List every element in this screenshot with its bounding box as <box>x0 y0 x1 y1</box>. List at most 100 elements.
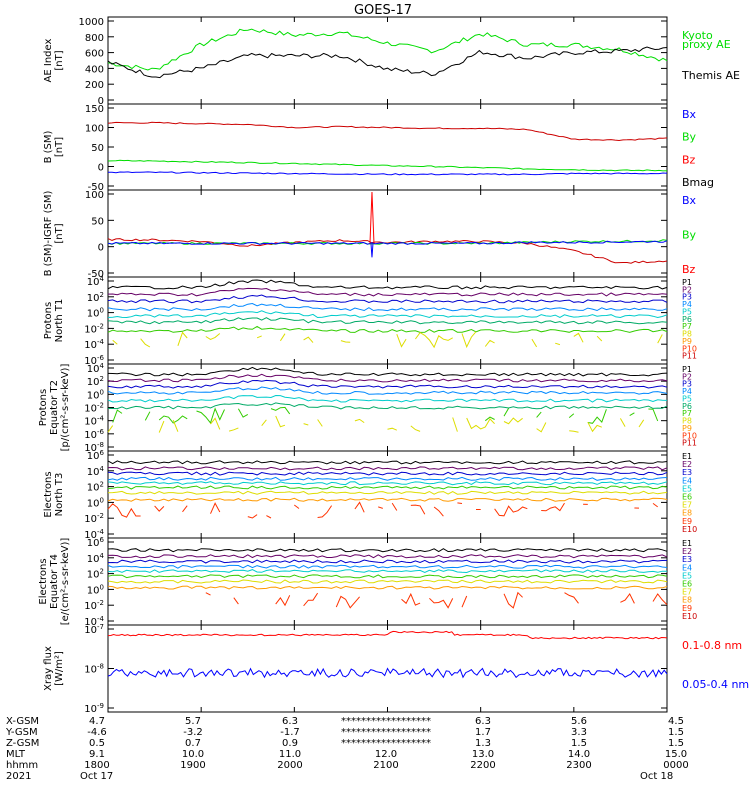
legend-entry: P9 <box>682 424 692 433</box>
legend-entry: P8 <box>682 330 692 339</box>
legend-entry: P1 <box>682 278 692 287</box>
flux-channel-p6 <box>107 317 668 325</box>
flux-channel-e3 <box>107 559 668 564</box>
flux-channel-e2 <box>107 554 668 559</box>
footer-value: 14.0 <box>568 749 590 760</box>
legend-entry: P11 <box>682 439 697 448</box>
y-tick-label: 600 <box>85 49 104 60</box>
legend-entry: P2 <box>682 285 692 294</box>
y-tick-label: 100 <box>85 124 104 135</box>
footer-value: 6.3 <box>475 716 491 727</box>
footer-value: -3.2 <box>183 727 203 738</box>
flux-channel-p3 <box>107 379 668 389</box>
footer-value: 0000 <box>663 760 688 771</box>
flux-channel-e4 <box>107 564 668 569</box>
flux-channel-e1 <box>107 460 668 465</box>
footer-value: 10.0 <box>182 749 204 760</box>
footer-value: 0.5 <box>89 738 105 749</box>
y-tick-label: 102 <box>87 375 104 388</box>
legend-entry: E1 <box>682 452 692 461</box>
flux-channel-e8 <box>107 497 668 502</box>
legend-entry: E5 <box>682 484 692 493</box>
flux-channel-e3 <box>107 471 668 476</box>
flux-channel-p8 <box>112 331 663 349</box>
footer-value: 2100 <box>373 760 398 771</box>
flux-channel-e9 <box>205 591 668 609</box>
flux-channel-p1 <box>107 279 668 290</box>
legend-entry: E8 <box>682 596 692 605</box>
footer-value: 5.7 <box>185 716 201 727</box>
panel-ae: 1000 800 600 400 200 0 AE Index [nT] Kyotoproxy … <box>43 16 740 107</box>
legend-entry: E7 <box>682 588 692 597</box>
flux-channel-e6 <box>107 574 668 579</box>
flux-channel-p2 <box>107 373 668 383</box>
panel-frame <box>107 16 668 105</box>
y-axis-label: Protons <box>43 302 54 339</box>
flux-channel-p2 <box>107 287 668 297</box>
y-tick-label: 106 <box>87 536 105 549</box>
legend-entry: E10 <box>682 612 697 621</box>
y-tick-label: 0 <box>98 163 104 174</box>
y-axis-label: B (SM)-IGRF (SM) <box>43 191 54 277</box>
y-tick-label: 10-2 <box>84 402 104 415</box>
y-axis-label: AE Index <box>43 38 54 82</box>
footer-value: ****************** <box>341 738 431 749</box>
footer-value: Oct 18 <box>640 771 673 782</box>
legend-entry: P11 <box>682 352 697 361</box>
footer-value: 0.7 <box>185 738 201 749</box>
legend-entry: Themis AE <box>681 69 740 82</box>
legend-entry: Bx <box>682 108 697 121</box>
flux-channel-p7 <box>107 325 668 333</box>
y-axis-label: Equator T2 <box>49 380 60 435</box>
legend-entry: E3 <box>682 468 692 477</box>
legend-entry: E5 <box>682 571 692 580</box>
legend-entry: proxy AE <box>682 38 731 51</box>
series-line-by <box>107 159 668 172</box>
flux-channel-p7 <box>113 407 667 424</box>
legend-entry: P9 <box>682 337 692 346</box>
series-line-kyoto-proxy-ae <box>107 28 668 71</box>
legend-entry: By <box>682 131 697 144</box>
y-tick-label: 10-8 <box>84 663 104 676</box>
panel-frame <box>107 103 668 191</box>
footer-value: 12.0 <box>375 749 397 760</box>
y-axis-label: [nT] <box>54 50 65 70</box>
footer-row-label: MLT <box>6 749 26 760</box>
y-tick-label: 1000 <box>79 17 104 28</box>
flux-channel-p5 <box>107 394 668 403</box>
legend-entry: E6 <box>682 580 692 589</box>
y-axis-label: [p/(cm²-s-sr-keV)] <box>60 364 71 452</box>
legend-entry: E10 <box>682 525 697 534</box>
flux-channel-p3 <box>107 294 668 304</box>
y-tick-label: 100 <box>85 190 104 201</box>
panel-xray: 10-7 10-8 10-9 Xray flux [W/m²] 0.1-0.8 nm 0.0… <box>43 623 749 715</box>
flux-channel-e6 <box>107 485 668 490</box>
y-tick-label: 10-7 <box>84 623 104 636</box>
footer-value: 1800 <box>84 760 109 771</box>
legend-entry: 0.1-0.8 nm <box>682 639 742 652</box>
footer-row-label: 2021 <box>6 771 31 782</box>
footer-value: Oct 17 <box>80 771 113 782</box>
plot-title: GOES-17 <box>354 3 412 18</box>
y-tick-label: 10-9 <box>84 702 104 715</box>
footer-value: ****************** <box>341 727 431 738</box>
y-axis-label: Electrons <box>38 558 49 604</box>
legend-entry: P10 <box>682 344 697 353</box>
legend-entry: 0.05-0.4 nm <box>682 678 749 691</box>
footer-value: ****************** <box>341 716 431 727</box>
legend-entry: E8 <box>682 509 692 518</box>
legend-entry: E4 <box>682 563 692 572</box>
footer-value: 0.9 <box>282 738 298 749</box>
y-tick-label: 100 <box>87 583 104 596</box>
y-tick-label: -50 <box>88 269 104 280</box>
legend-entry: P4 <box>682 300 692 309</box>
flux-channel-e5 <box>107 569 668 574</box>
y-tick-label: 400 <box>85 64 104 75</box>
panel-bigrf: 100 50 0 -50 B (SM)-IGRF (SM) [nT] Bx By Bz <box>43 189 697 280</box>
flux-channel-p1 <box>107 366 668 377</box>
y-tick-label: 100 <box>87 388 104 401</box>
footer-value: 6.3 <box>282 716 298 727</box>
y-tick-label: 104 <box>87 275 105 288</box>
y-tick-label: 104 <box>87 465 105 478</box>
